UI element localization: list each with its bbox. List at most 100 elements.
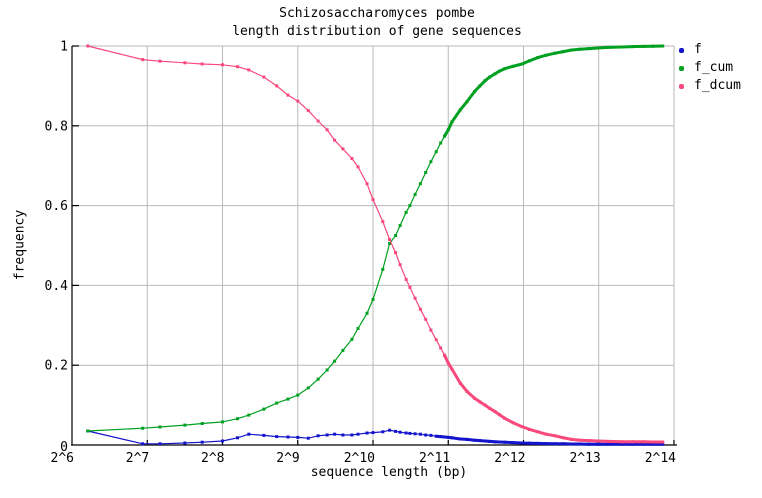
series-f-marker [553, 442, 557, 446]
series-f-marker [570, 442, 574, 446]
series-f_dcum-marker [413, 296, 417, 300]
series-f_cum-marker [429, 160, 433, 164]
legend-label-f: f [694, 42, 702, 57]
series-f_cum-marker [183, 423, 187, 427]
series-f-marker [418, 432, 422, 436]
series-f-marker [398, 430, 402, 434]
series-f_dcum-marker [356, 165, 360, 169]
series-f_cum-marker [413, 192, 417, 196]
chart-title: Schizosaccharomyces pombe length distrib… [0, 5, 754, 41]
series-f_dcum-marker [286, 93, 290, 97]
series-f-marker [651, 442, 655, 446]
series-f_cum-marker [341, 348, 345, 352]
chart-title-line2: length distribution of gene sequences [232, 24, 522, 39]
series-f-marker [578, 442, 582, 446]
series-f_dcum-marker [350, 157, 354, 160]
series-f_cum-marker [371, 297, 375, 301]
series-f_dcum-marker [553, 434, 557, 438]
y-tick-label-0.8: 0.8 [45, 119, 68, 134]
x-tick-label-2^14: 2^14 [645, 451, 676, 466]
series-f_cum-marker [536, 56, 540, 60]
series-f_cum-marker [247, 413, 251, 417]
x-tick-label-2^8: 2^8 [201, 451, 224, 466]
series-f_cum-marker [488, 75, 492, 79]
series-f-marker [620, 442, 624, 446]
y-tick-label-0.2: 0.2 [45, 359, 68, 374]
series-f_cum-marker [587, 47, 591, 51]
legend-item-f: f [679, 41, 741, 59]
series-f_dcum-marker [446, 361, 450, 365]
series-f_cum-marker [606, 45, 610, 49]
series-f_cum-marker [439, 141, 443, 145]
series-f_dcum-marker [325, 128, 329, 132]
series-f_cum-marker [458, 108, 462, 112]
series-f_dcum-marker [483, 403, 487, 407]
series-f_cum-marker [356, 327, 360, 330]
series-f-marker [275, 435, 279, 439]
legend-marker-f_cum [679, 65, 684, 71]
series-f_cum-marker [333, 359, 337, 363]
series-f_dcum-marker [394, 251, 398, 255]
series-f_dcum-marker [221, 63, 224, 67]
series-f-marker [446, 435, 450, 439]
series-f-marker [333, 432, 337, 436]
series-f_cum-line [87, 121, 453, 432]
series-f_dcum-marker [520, 425, 524, 429]
x-tick-label-2^10: 2^10 [344, 451, 375, 466]
series-f-marker [493, 440, 497, 444]
series-f_cum-marker [236, 417, 239, 421]
series-f_dcum-marker [86, 44, 90, 48]
x-tick-label-2^11: 2^11 [419, 451, 450, 466]
legend-label-f_dcum: f_dcum [694, 78, 741, 93]
series-f_cum-marker [661, 44, 665, 48]
series-f_cum-marker [561, 50, 565, 54]
series-f-marker [488, 439, 492, 443]
series-f-marker [544, 442, 548, 446]
series-f-marker [520, 441, 524, 445]
legend-marker-f_dcum [679, 83, 684, 89]
x-tick-label-2^7: 2^7 [126, 451, 149, 466]
series-f_cum-marker [221, 420, 224, 424]
series-f_dcum-marker [450, 367, 454, 371]
series-f_cum-marker [651, 44, 655, 48]
x-tick-label-2^12: 2^12 [494, 451, 525, 466]
series-f_dcum-marker [497, 413, 501, 417]
series-f-marker [356, 432, 360, 436]
series-f_cum-marker [86, 429, 90, 433]
series-f-marker [141, 442, 145, 446]
y-axis-title: frequency [12, 209, 28, 281]
y-tick-label-0.6: 0.6 [45, 199, 68, 214]
series-f_dcum-marker [596, 439, 600, 443]
series-f-marker [497, 440, 501, 444]
series-f-marker [236, 436, 239, 440]
series-f_dcum-marker [651, 440, 655, 444]
series-f_dcum-marker [306, 109, 310, 113]
series-f-marker [404, 431, 408, 435]
series-f-marker [286, 435, 290, 439]
chart-title-line1: Schizosaccharomyces pombe [279, 6, 475, 21]
series-f_dcum-marker [381, 220, 385, 224]
series-f_cum-dense-line [443, 44, 665, 138]
series-f_dcum-marker [408, 285, 412, 289]
series-f_cum-marker [381, 267, 385, 271]
series-f_cum-marker [631, 45, 635, 49]
series-f_cum-marker [316, 377, 320, 381]
series-f_dcum-marker [631, 440, 635, 444]
series-f-marker [473, 438, 477, 442]
series-f_dcum-marker [544, 432, 548, 436]
series-f_dcum-marker [439, 346, 443, 350]
series-f-marker [465, 437, 469, 441]
y-tick-label-1: 1 [60, 40, 68, 55]
series-f_dcum-marker [503, 416, 507, 420]
series-f_cum-marker [493, 72, 497, 76]
series-f_dcum-marker [642, 440, 646, 444]
series-f_cum-marker [388, 242, 392, 245]
y-tick-label-0.4: 0.4 [45, 279, 69, 294]
series-f_dcum-marker [578, 438, 582, 442]
series-f_dcum-marker [398, 263, 402, 267]
series-f_dcum-marker [561, 436, 565, 440]
x-tick-label-2^13: 2^13 [569, 451, 600, 466]
series-f_cum-marker [503, 67, 507, 71]
legend-marker-f [679, 47, 684, 53]
series-f-marker [478, 439, 482, 443]
